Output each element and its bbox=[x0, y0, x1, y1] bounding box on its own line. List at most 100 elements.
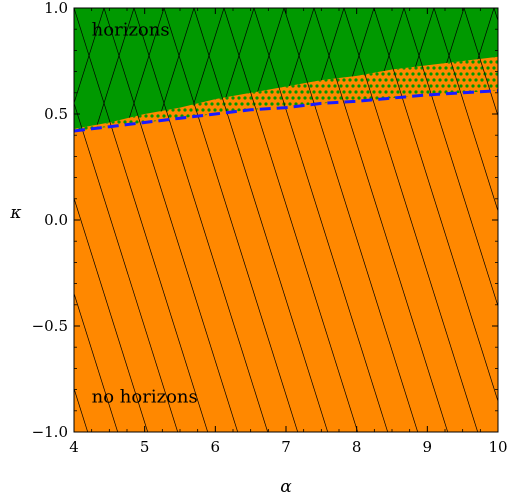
band-dot bbox=[231, 96, 235, 100]
band-dot bbox=[345, 84, 349, 88]
hatch-line-cross bbox=[113, 8, 255, 129]
band-dot bbox=[228, 102, 232, 106]
band-dot bbox=[303, 84, 307, 88]
band-dot bbox=[456, 66, 460, 70]
band-dot bbox=[237, 108, 241, 112]
band-dot bbox=[324, 90, 328, 94]
band-dot bbox=[444, 78, 448, 82]
band-dot bbox=[414, 90, 418, 94]
band-dot bbox=[435, 84, 439, 88]
band-dot bbox=[177, 108, 181, 112]
band-dot bbox=[426, 90, 430, 94]
band-dot bbox=[453, 84, 457, 88]
band-dot bbox=[270, 102, 274, 106]
band-dot bbox=[354, 78, 358, 82]
hatch-line bbox=[74, 8, 209, 432]
x-axis-label: α bbox=[280, 477, 292, 497]
band-dot bbox=[414, 66, 418, 70]
band-dot bbox=[423, 84, 427, 88]
hatch-line bbox=[133, 8, 269, 432]
band-dot bbox=[420, 90, 424, 94]
band-dot bbox=[204, 102, 208, 106]
band-dot bbox=[321, 96, 325, 100]
region-label-no-horizons: no horizons bbox=[92, 386, 198, 407]
band-dot bbox=[411, 72, 415, 76]
hatch-lines-lower bbox=[0, 8, 498, 452]
band-dot bbox=[291, 96, 295, 100]
band-dot bbox=[171, 108, 175, 112]
band-dot bbox=[261, 96, 265, 100]
band-dot bbox=[375, 72, 379, 76]
band-dot bbox=[486, 66, 490, 70]
band-dot bbox=[444, 66, 448, 70]
hatch-line bbox=[433, 8, 498, 213]
band-dot bbox=[282, 90, 286, 94]
band-dot bbox=[351, 84, 355, 88]
band-dot bbox=[342, 78, 346, 82]
band-dot bbox=[405, 72, 409, 76]
band-dot bbox=[318, 90, 322, 94]
hatch-line bbox=[0, 8, 4, 452]
hatch-line bbox=[163, 8, 299, 432]
band-dot bbox=[465, 72, 469, 76]
band-dot bbox=[201, 108, 205, 112]
band-dot bbox=[162, 114, 166, 118]
band-dot bbox=[372, 90, 376, 94]
band-dot bbox=[267, 96, 271, 100]
y-tick-label: 0.5 bbox=[44, 105, 68, 123]
band-dot bbox=[399, 72, 403, 76]
band-dot bbox=[285, 96, 289, 100]
x-tick-label: 4 bbox=[69, 438, 79, 456]
band-dot bbox=[414, 78, 418, 82]
hatch-line bbox=[0, 8, 34, 452]
band-dot bbox=[459, 84, 463, 88]
band-dot bbox=[474, 78, 478, 82]
hatch-line-cross bbox=[504, 8, 508, 452]
hatch-line bbox=[223, 8, 359, 432]
band-dot bbox=[117, 120, 121, 124]
band-dot bbox=[264, 90, 268, 94]
band-dot bbox=[417, 84, 421, 88]
band-dot bbox=[408, 78, 412, 82]
band-dot bbox=[480, 78, 484, 82]
hatch-line bbox=[74, 101, 179, 432]
band-dot bbox=[306, 90, 310, 94]
band-dot bbox=[234, 102, 238, 106]
band-dot bbox=[255, 96, 259, 100]
band-dot bbox=[330, 90, 334, 94]
hatch-line bbox=[403, 8, 498, 308]
band-dot bbox=[357, 84, 361, 88]
band-dot bbox=[309, 84, 313, 88]
band-dot bbox=[375, 96, 379, 100]
hatch-line bbox=[0, 8, 64, 452]
band-dot bbox=[366, 90, 370, 94]
band-dot bbox=[387, 84, 391, 88]
band-dot bbox=[336, 90, 340, 94]
band-dot bbox=[216, 102, 220, 106]
hatch-line bbox=[373, 8, 498, 403]
band-dot bbox=[432, 78, 436, 82]
band-dot bbox=[447, 72, 451, 76]
band-dot bbox=[468, 66, 472, 70]
band-dot bbox=[483, 60, 487, 64]
band-dot bbox=[432, 90, 436, 94]
band-dot bbox=[492, 66, 496, 70]
band-dot bbox=[402, 90, 406, 94]
band-dot bbox=[465, 60, 469, 64]
y-tick-label: 0.0 bbox=[44, 211, 68, 229]
hatch-line bbox=[343, 8, 479, 432]
band-dot bbox=[369, 84, 373, 88]
band-dot bbox=[435, 72, 439, 76]
band-dot bbox=[441, 84, 445, 88]
band-dot bbox=[300, 90, 304, 94]
band-dot bbox=[351, 96, 355, 100]
band-dot bbox=[399, 84, 403, 88]
band-dot bbox=[396, 90, 400, 94]
band-dot bbox=[297, 84, 301, 88]
band-dot bbox=[402, 78, 406, 82]
band-dot bbox=[474, 66, 478, 70]
x-tick-label: 8 bbox=[352, 438, 362, 456]
y-tick-label: −1.0 bbox=[32, 423, 68, 441]
band-dot bbox=[438, 66, 442, 70]
